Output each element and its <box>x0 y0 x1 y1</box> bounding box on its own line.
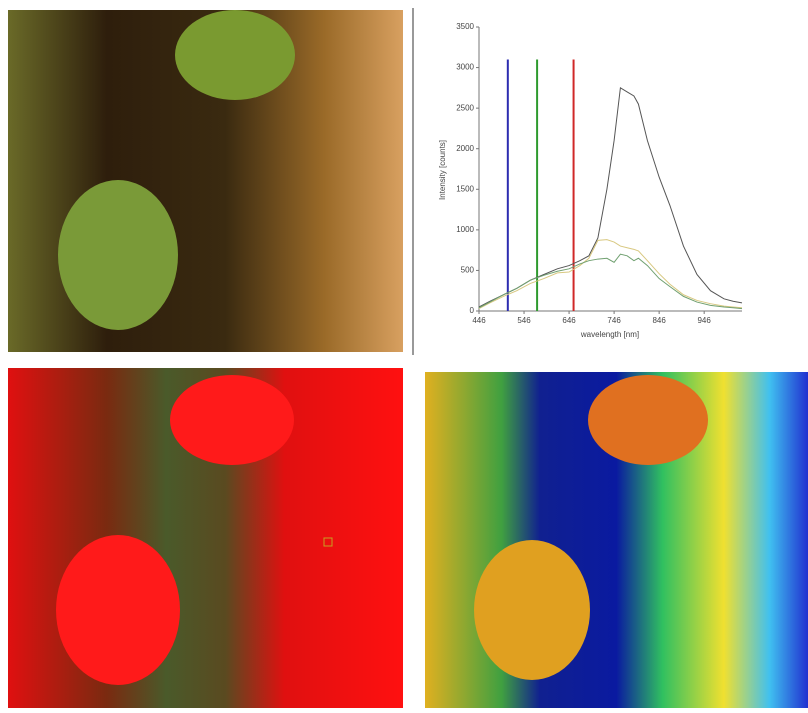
index-map-image <box>425 372 808 708</box>
x-axis-label: wavelength [nm] <box>580 330 639 339</box>
x-tick-label: 646 <box>562 316 576 325</box>
x-tick-label: 946 <box>697 316 711 325</box>
x-tick-label: 846 <box>652 316 666 325</box>
y-tick-label: 3000 <box>456 63 474 72</box>
series-line <box>479 88 742 307</box>
y-tick-label: 1000 <box>456 225 474 234</box>
y-tick-label: 3500 <box>456 22 474 31</box>
rgb-image <box>8 10 403 352</box>
y-tick-label: 0 <box>470 306 475 315</box>
y-tick-label: 500 <box>461 266 475 275</box>
series-line <box>479 240 742 309</box>
x-tick-label: 446 <box>472 316 486 325</box>
y-tick-label: 1500 <box>456 184 474 193</box>
figure: wavelength [nm] Intensity [counts] 0 500 1… <box>0 0 808 708</box>
page: {"chart_data": {"type": "line", "x_label… <box>0 0 808 708</box>
y-axis-label: Intensity [counts] <box>438 140 447 200</box>
y-tick-label: 2000 <box>456 144 474 153</box>
spectrum-chart: wavelength [nm] Intensity [counts] 0 500 1… <box>438 22 742 339</box>
x-tick-label: 746 <box>607 316 621 325</box>
y-tick-label: 2500 <box>456 103 474 112</box>
x-tick-label: 546 <box>517 316 531 325</box>
false-color-image <box>8 368 403 708</box>
